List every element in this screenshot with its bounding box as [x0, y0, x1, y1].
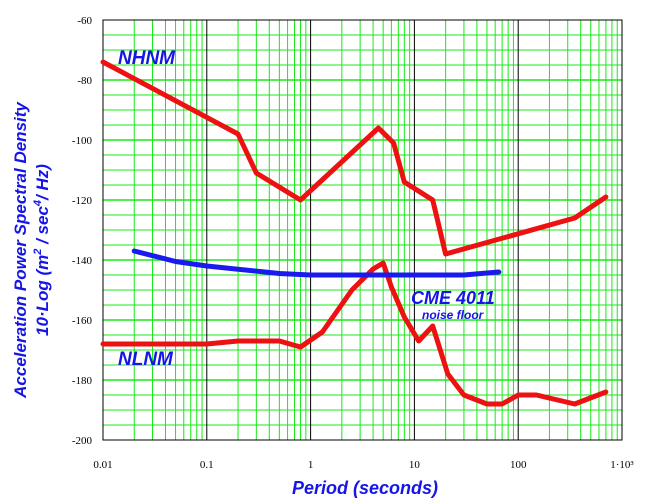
- y-tick-label: -80: [77, 75, 92, 87]
- nlnm-label: NLNM: [118, 349, 174, 370]
- y-label-sup-1: 2: [32, 249, 44, 256]
- y-tick-label: -140: [72, 255, 93, 267]
- y-axis-label-line2: 10·Log (m2 / sec4/ Hz): [32, 164, 52, 336]
- y-tick-label: -160: [72, 315, 93, 327]
- y-tick-label: -60: [77, 15, 92, 27]
- minor-grid: [103, 20, 622, 440]
- x-tick-labels: 0.01 0.1 1 10 100 1·10³: [93, 459, 634, 471]
- y-axis-label-2: 10·Log (m2 / sec4/ Hz): [32, 164, 52, 336]
- major-grid: [102, 19, 623, 441]
- x-tick-label: 0.01: [93, 459, 112, 471]
- y-tick-label: -180: [72, 375, 93, 387]
- y-label-part-3: / Hz): [33, 164, 52, 201]
- nhnm-label: NHNM: [118, 48, 176, 69]
- y-axis-label: Acceleration Power Spectral Density: [11, 101, 30, 399]
- y-tick-label: -100: [72, 135, 93, 147]
- x-tick-label: 100: [510, 459, 527, 471]
- plot-frame: [102, 19, 623, 441]
- x-axis-label: Period (seconds): [292, 478, 438, 498]
- y-tick-label: -200: [72, 435, 93, 447]
- y-label-sup-2: 4: [32, 200, 44, 207]
- y-tick-label: -120: [72, 195, 93, 207]
- cme-4011-label: CME 4011: [411, 288, 495, 308]
- x-tick-label: 10: [409, 459, 421, 471]
- series-line-nhnm: [100, 59, 609, 257]
- series-line-nlnm: [100, 260, 609, 407]
- series-line-cme-4011-noise-floor: [131, 248, 502, 278]
- series-layer: [100, 59, 609, 407]
- y-label-part-1: 10·Log (m: [33, 255, 52, 336]
- x-tick-label: 1·10³: [610, 459, 634, 471]
- y-axis-label-line1: Acceleration Power Spectral Density: [11, 101, 30, 399]
- y-tick-labels: -60 -80 -100 -120 -140 -160 -180 -200: [72, 15, 93, 447]
- y-label-part-2: / sec: [33, 206, 52, 249]
- noise-floor-label: noise floor: [422, 308, 485, 322]
- x-tick-label: 0.1: [200, 459, 214, 471]
- x-tick-label: 1: [308, 459, 314, 471]
